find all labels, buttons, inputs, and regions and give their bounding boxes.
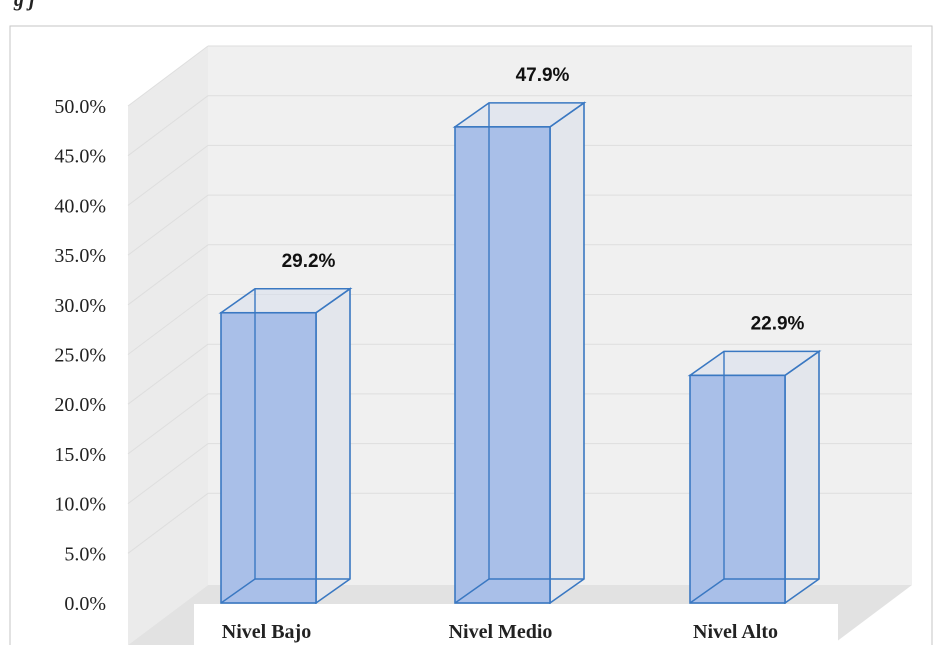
bar-nivel-bajo bbox=[218, 287, 353, 605]
y-tick-label: 20.0% bbox=[54, 394, 106, 416]
y-tick-label: 25.0% bbox=[54, 345, 106, 367]
bar-side-face bbox=[315, 287, 351, 605]
y-axis: 0.0% 5.0% 10.0% 15.0% 20.0% 25.0% 30.0% 35.0% 40… bbox=[54, 96, 106, 615]
side-gridline bbox=[127, 443, 209, 505]
bar-front-face bbox=[689, 374, 786, 604]
data-label: 22.9% bbox=[751, 313, 805, 334]
bar-floor-edge bbox=[220, 578, 256, 604]
y-tick-label: 10.0% bbox=[54, 494, 106, 516]
side-gridline bbox=[127, 194, 209, 256]
side-wall bbox=[128, 46, 208, 645]
bar-nivel-medio bbox=[452, 101, 587, 605]
figure-caption-fragment: g j bbox=[13, 0, 35, 11]
y-tick-label: 35.0% bbox=[54, 245, 106, 267]
side-gridline bbox=[127, 393, 209, 455]
x-axis: Nivel Bajo Nivel Medio Nivel Alto bbox=[222, 621, 778, 643]
bar-front-face bbox=[454, 126, 551, 604]
y-tick-label: 50.0% bbox=[54, 96, 106, 118]
y-tick-label: 5.0% bbox=[64, 543, 106, 565]
side-gridline bbox=[127, 492, 209, 554]
y-tick-label: 15.0% bbox=[54, 444, 106, 466]
y-tick-label: 45.0% bbox=[54, 146, 106, 168]
data-labels: 29.2% 47.9% 22.9% bbox=[282, 65, 805, 334]
y-tick-label: 40.0% bbox=[54, 195, 106, 217]
side-gridline bbox=[127, 95, 209, 157]
y-tick-label: 30.0% bbox=[54, 295, 106, 317]
bar-side-face bbox=[784, 349, 820, 605]
data-label: 47.9% bbox=[516, 65, 570, 86]
category-strip bbox=[194, 604, 838, 645]
bar-front-face bbox=[220, 311, 317, 604]
bar-floor-edge bbox=[689, 578, 725, 604]
side-gridline bbox=[127, 45, 209, 107]
y-tick-label: 0.0% bbox=[64, 593, 106, 615]
side-gridline bbox=[127, 294, 209, 355]
data-label: 29.2% bbox=[282, 251, 336, 272]
side-gridline bbox=[127, 144, 209, 206]
bar-side-face bbox=[549, 101, 585, 605]
side-gridline bbox=[127, 343, 209, 405]
x-tick-label: Nivel Bajo bbox=[222, 621, 311, 643]
bar-floor-edge bbox=[454, 578, 490, 604]
x-tick-label: Nivel Medio bbox=[449, 621, 553, 643]
side-gridline bbox=[127, 244, 209, 306]
x-tick-label: Nivel Alto bbox=[693, 621, 778, 643]
bars bbox=[218, 101, 822, 605]
bar-nivel-alto bbox=[687, 349, 822, 605]
